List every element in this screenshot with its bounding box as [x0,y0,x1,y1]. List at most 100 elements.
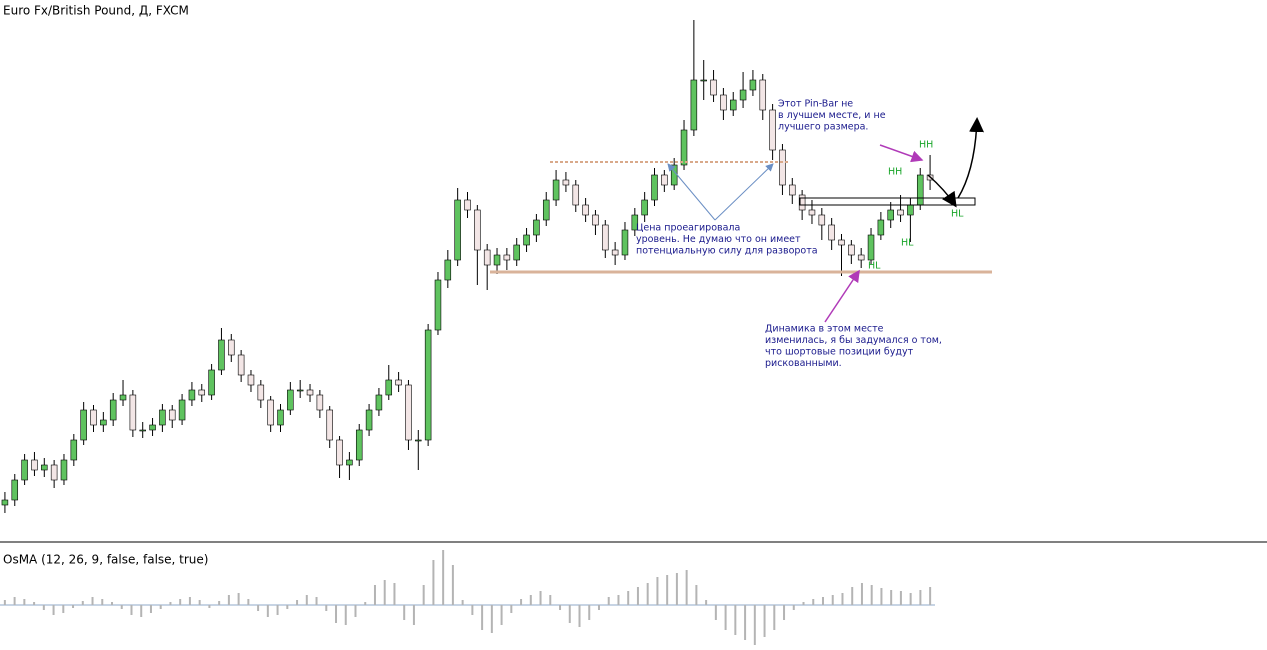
histogram-bar [510,605,513,613]
candle-body [789,184,796,196]
histogram-bar [821,597,824,605]
candle-body [316,394,324,411]
annotation-text: Этот Pin-Bar не [778,99,853,110]
histogram-bar [880,588,883,605]
histogram-bar [296,600,299,605]
histogram-bar [559,605,562,610]
histogram-bar [549,595,552,605]
histogram-bar [111,602,114,605]
candle-body [70,439,78,461]
candle-body [198,389,206,396]
histogram-bar [305,595,308,605]
candle-body [31,459,38,471]
candle-body [415,439,422,442]
histogram-bar [714,605,717,620]
histogram-bar [636,587,639,605]
histogram-bar [675,573,678,605]
candle-body [434,279,442,331]
candle-body [267,399,274,426]
histogram-bar [812,599,815,605]
histogram-bar [412,605,415,625]
candle-body [296,389,304,392]
candle-body [424,329,432,441]
candle-body [710,79,717,96]
histogram-bar [617,595,620,605]
annotation-text: Динамика в этом месте [765,324,884,335]
swing-label: HH [919,140,933,151]
candle-body [739,89,747,101]
annotation-text: лучшего размера. [778,122,868,133]
histogram-bar [140,605,143,617]
histogram-bar [33,602,36,605]
histogram-bar [42,605,45,610]
histogram-bar [72,605,75,608]
annotation-text: Цена проеагировала [636,223,740,234]
histogram-bar [276,605,279,615]
histogram-bar [442,550,445,605]
indicator-title: OsMA (12, 26, 9, false, false, true) [3,553,208,567]
candle-body [21,459,28,481]
candle-body [798,194,806,211]
histogram-bar [364,602,367,605]
candle-body [729,99,737,111]
histogram-bar [685,570,688,605]
histogram-bar [149,605,152,613]
candle-body [907,204,914,216]
histogram-bar [130,605,133,615]
candle-body [769,109,776,151]
candle-body [838,239,845,246]
histogram-bar [218,601,221,605]
candle-body [306,389,314,396]
histogram-bar [52,605,55,615]
histogram-bar [841,593,844,605]
candle-body [90,409,97,426]
candle-body [670,164,678,186]
candle-body [523,234,530,246]
histogram-bar [588,605,591,620]
candle-body [513,244,520,261]
price-pane [1,20,934,513]
candle-body [897,209,904,216]
arrow [667,163,716,221]
candle-body [355,429,363,461]
histogram-bar [831,595,834,605]
candle-body [1,499,9,506]
candle-body [857,254,865,261]
chart-title: Euro Fx/British Pound, Д, FXCM [3,4,189,18]
annotations [490,117,992,323]
histogram-bar [383,580,386,605]
candle-body [483,249,491,266]
annotation-text: рискованными. [765,358,842,369]
candle-body [109,399,117,421]
candle-body [661,174,668,186]
candle-body [444,259,452,281]
histogram-bar [744,605,747,640]
candle-body [60,459,68,481]
histogram-bar [227,595,230,605]
candle-body [611,249,619,256]
candle-body [720,94,727,111]
histogram-bar [724,605,727,630]
histogram-bar [471,605,474,615]
candle-body [916,174,924,206]
candle-body [119,394,127,401]
histogram-bar [422,585,425,605]
candle-body [228,339,235,356]
histogram-bar [753,605,756,645]
candle-body [818,214,826,226]
swing-label: HL [951,209,964,220]
histogram-bar [734,605,737,635]
candle-body [237,354,245,376]
candle-body [346,459,353,466]
candle-body [178,399,186,421]
candle-body [41,464,48,471]
candle-body [493,254,501,266]
histogram-bar [169,602,172,605]
histogram-bar [607,597,610,605]
histogram-bar [792,605,795,610]
candle-body [139,429,146,432]
swing-label: HH [888,167,902,178]
histogram-bar [23,599,26,605]
histogram-bar [802,602,805,605]
